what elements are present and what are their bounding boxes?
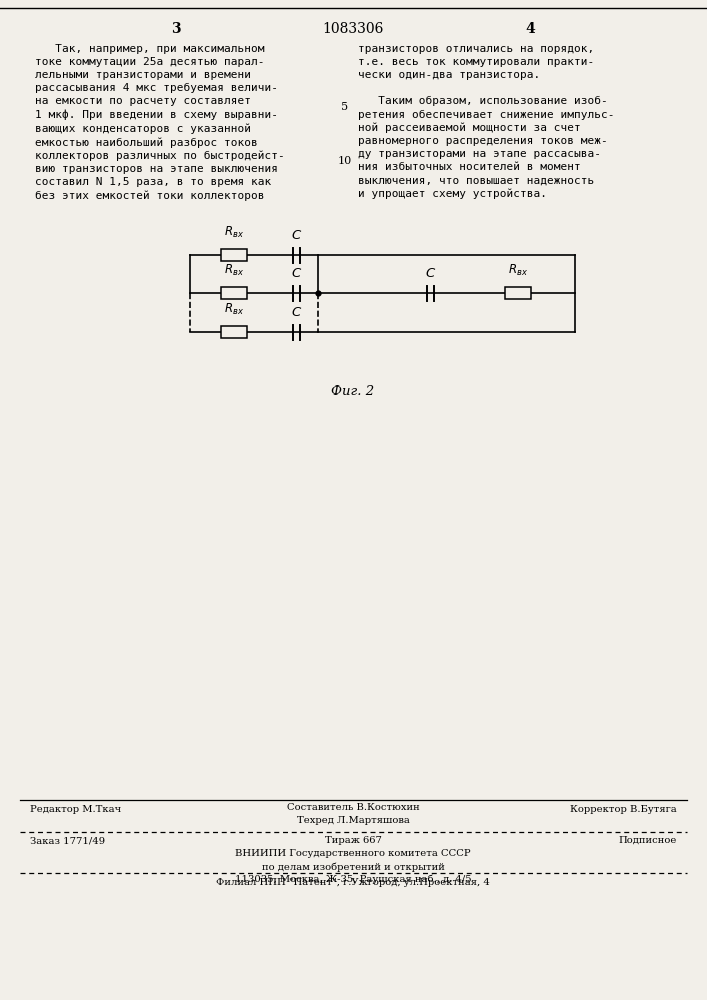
Text: Подписное: Подписное	[619, 836, 677, 845]
Text: $C$: $C$	[426, 267, 437, 280]
Text: транзисторов отличались на порядок,
т.е. весь ток коммутировали практи-
чески од: транзисторов отличались на порядок, т.е.…	[358, 44, 614, 199]
Text: Так, например, при максимальном
токе коммутации 25а десятью парал-
лельными тран: Так, например, при максимальном токе ком…	[35, 44, 285, 201]
Text: по делам изобретений и открытий: по делам изобретений и открытий	[262, 862, 445, 871]
Text: Редактор М.Ткач: Редактор М.Ткач	[30, 805, 121, 814]
Text: 5: 5	[341, 102, 349, 112]
Text: $R_{вх}$: $R_{вх}$	[224, 225, 244, 240]
Bar	[221, 287, 247, 299]
Text: $R_{вх}$: $R_{вх}$	[224, 263, 244, 278]
Text: 10: 10	[338, 156, 352, 166]
Text: Филиал ППП "Патент", г.Ужгород, ул.Проектная, 4: Филиал ППП "Патент", г.Ужгород, ул.Проек…	[216, 878, 490, 887]
Bar	[221, 326, 247, 338]
Text: Составитель В.Костюхин: Составитель В.Костюхин	[286, 803, 419, 812]
Text: $C$: $C$	[291, 229, 303, 242]
Bar	[221, 249, 247, 261]
Text: Корректор В.Бутяга: Корректор В.Бутяга	[571, 805, 677, 814]
Text: Фиг. 2: Фиг. 2	[332, 385, 375, 398]
Text: Заказ 1771/49: Заказ 1771/49	[30, 836, 105, 845]
Text: $R_{вх}$: $R_{вх}$	[508, 263, 528, 278]
Text: 4: 4	[525, 22, 535, 36]
Text: 3: 3	[171, 22, 181, 36]
Text: Техред Л.Мартяшова: Техред Л.Мартяшова	[296, 816, 409, 825]
Bar	[505, 287, 531, 299]
Text: $R_{вх}$: $R_{вх}$	[224, 302, 244, 317]
Text: 113035, Москва, Ж-35, Раушская наб., д. 4/5: 113035, Москва, Ж-35, Раушская наб., д. …	[235, 875, 472, 884]
Text: $C$: $C$	[291, 306, 303, 319]
Text: $C$: $C$	[291, 267, 303, 280]
Text: 1083306: 1083306	[322, 22, 384, 36]
Text: ВНИИПИ Государственного комитета СССР: ВНИИПИ Государственного комитета СССР	[235, 849, 471, 858]
Text: Тираж 667: Тираж 667	[325, 836, 382, 845]
